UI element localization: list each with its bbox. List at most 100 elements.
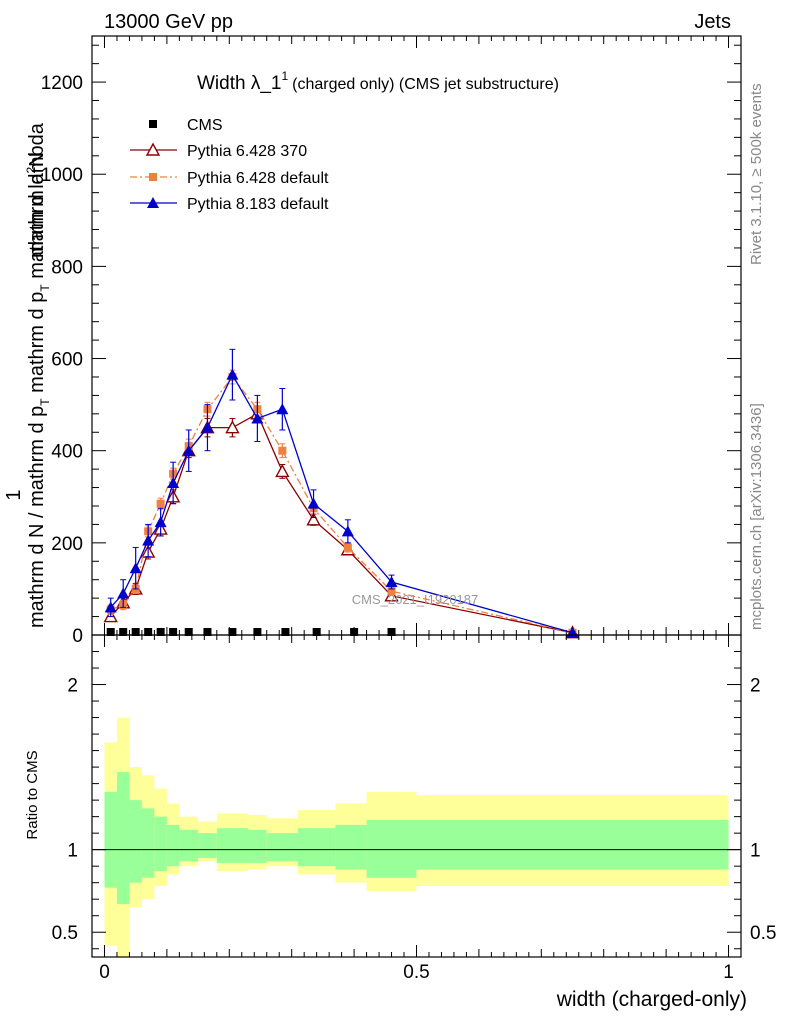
main-y-tick-label: 1000 [41, 165, 83, 186]
main-panel: 0 200 400 600 800 1000 1200 [41, 35, 742, 647]
data-point [226, 368, 239, 380]
data-point [278, 446, 287, 455]
x-tick-label: 0 [99, 962, 110, 983]
y-label-den-part1: mathrm d N / mathrm d p [26, 406, 48, 628]
data-point [117, 587, 130, 599]
data-point [306, 512, 321, 526]
data-point [184, 628, 193, 636]
main-y-tick-label: 400 [51, 442, 83, 463]
data-point [307, 497, 320, 509]
data-point [142, 534, 155, 546]
ratio-y-tick-label-right: 2 [750, 676, 761, 697]
data-point [251, 412, 264, 424]
data-point [156, 499, 165, 508]
data-point [387, 628, 396, 636]
ratio-y-tick-label-left: 0.5 [52, 923, 78, 944]
y-label-numerator-one: 1 [3, 489, 25, 500]
data-point [281, 628, 290, 636]
main-y-axis-label: 1 mathrm d2N mathrm d N / mathrm d pT ma… [3, 122, 52, 628]
ratio-green-band-bin [154, 816, 167, 872]
ratio-green-band-bin [166, 824, 180, 867]
header-energy-label: 13000 GeV pp [104, 11, 233, 33]
data-point [253, 628, 262, 636]
data-point [387, 587, 396, 596]
data-point [312, 628, 321, 636]
series-line [110, 412, 573, 634]
data-point [225, 420, 240, 434]
y-label-num-sup: 2 [24, 167, 38, 174]
analysis-watermark: CMS_2021_I1920187 [352, 592, 479, 607]
data-point [341, 525, 354, 537]
plot-title-rest: (charged only) (CMS jet substructure) [292, 76, 559, 93]
ratio-green-band-bin [297, 828, 336, 867]
data-point [350, 628, 359, 636]
x-tick-label: 0.5 [403, 962, 429, 983]
ratio-y-tick-label-left: 2 [67, 676, 78, 697]
ratio-green-band-bin [198, 833, 217, 858]
legend-marker [145, 142, 161, 156]
main-y-tick-label: 800 [51, 257, 83, 278]
plot-title-sup: 1 [281, 69, 288, 83]
data-point [129, 562, 142, 574]
ratio-y-tick-label-left: 1 [67, 841, 78, 862]
plot-title-main: Width λ_1 [197, 73, 281, 94]
ratio-green-band-bin [335, 824, 367, 870]
ratio-green-band-bin [266, 833, 298, 862]
data-point [131, 628, 140, 636]
data-point [201, 421, 214, 433]
legend: CMS Pythia 6.428 370 Pythia 6.428 default P… [130, 117, 329, 213]
data-point [385, 576, 398, 588]
ratio-green-band-bin [104, 791, 117, 888]
series-1 [103, 406, 580, 639]
data-point [182, 444, 195, 456]
ratio-y-tick-label-right: 1 [750, 841, 761, 862]
data-point [275, 463, 290, 478]
data-point [228, 628, 237, 636]
legend-entry: Pythia 6.428 370 [187, 143, 307, 160]
legend-entry: CMS [187, 117, 223, 134]
series-3 [104, 348, 579, 638]
main-y-tick-label: 600 [51, 350, 83, 371]
y-label-den: mathrm d N / mathrm d pT mathrm d pT mat… [26, 122, 52, 628]
x-axis-label: width (charged-only) [556, 988, 747, 1011]
y-label-num-part2: N [26, 152, 48, 166]
mcplots-label: mcplots.cern.ch [arXiv:1306.3436] [748, 403, 765, 630]
data-point [169, 628, 178, 636]
y-label-den-sub2: T [38, 284, 52, 292]
series-line [110, 375, 573, 634]
data-point [343, 543, 352, 552]
series-2 [106, 369, 577, 637]
y-label-den-part2: mathrm d p [26, 292, 48, 399]
series-0 [106, 628, 396, 636]
data-point [119, 628, 128, 636]
main-y-tick-label: 0 [72, 626, 83, 647]
data-point [203, 628, 212, 636]
y-label-num: mathrm d2N [24, 152, 48, 258]
ratio-y-tick-label-right: 0.5 [750, 923, 776, 944]
ratio-green-band-bin [248, 829, 267, 863]
main-y-tick-label: 200 [51, 534, 83, 555]
legend-entry: Pythia 6.428 default [187, 170, 329, 187]
main-y-tick-label: 1200 [41, 73, 83, 94]
ratio-green-band-bin [366, 819, 417, 878]
data-point [167, 476, 180, 488]
ratio-green-band-bin [116, 772, 130, 905]
ratio-green-band-bin [416, 819, 729, 870]
plot-title: Width λ_11 (charged only) (CMS jet substr… [197, 69, 559, 94]
legend-marker [149, 120, 157, 128]
header-jets-label: Jets [694, 11, 731, 33]
data-point [104, 601, 117, 613]
data-point [106, 628, 115, 636]
data-point [154, 516, 167, 528]
series-line [110, 373, 573, 634]
ratio-green-band-bin [129, 800, 142, 883]
data-point [276, 403, 289, 415]
ratio-green-band-bin [141, 808, 155, 878]
rivet-label: Rivet 3.1.10, ≥ 500k events [748, 83, 765, 265]
legend-marker [149, 173, 157, 181]
y-label-den-sub1: T [38, 398, 52, 406]
ratio-green-band-bin [179, 829, 199, 862]
legend-entry: Pythia 8.183 default [187, 196, 329, 213]
ratio-green-band-bin [216, 828, 249, 863]
